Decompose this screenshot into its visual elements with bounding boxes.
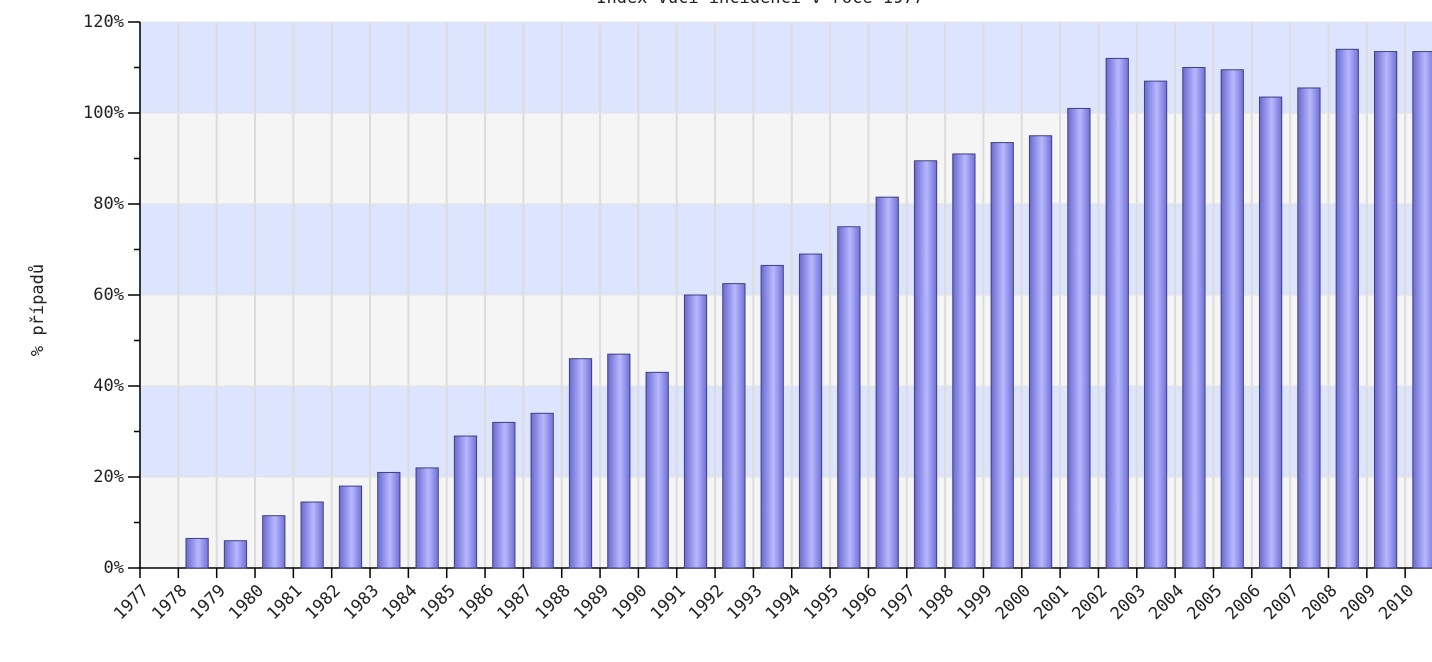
x-tick-label: 1991 (647, 581, 690, 624)
x-tick-label: 1989 (570, 581, 613, 624)
band (140, 295, 1432, 386)
band (140, 113, 1432, 204)
bar (875, 196, 899, 569)
bar (645, 371, 669, 569)
x-tick-label: 1993 (723, 581, 766, 624)
bar (568, 358, 593, 569)
x-tick-label: 1990 (608, 581, 651, 624)
x-tick-label: 2003 (1107, 581, 1150, 624)
x-tick-label: 1996 (838, 581, 881, 624)
bar (492, 421, 516, 569)
bar (722, 283, 746, 569)
x-tick-label: 2009 (1337, 581, 1380, 624)
x-tick-label: 1999 (953, 581, 996, 624)
x-tick-label: 1979 (187, 581, 230, 624)
bar (1182, 67, 1206, 569)
y-tick-label: 120% (83, 12, 124, 32)
x-tick-label: 2008 (1298, 581, 1341, 624)
x-tick-label: 2001 (1030, 581, 1073, 624)
bar (760, 264, 784, 569)
x-tick-label: 1978 (148, 581, 191, 624)
bar (798, 253, 823, 569)
bar (1297, 87, 1321, 569)
y-tick-label: 80% (93, 194, 124, 214)
x-tick-label: 2002 (1068, 581, 1111, 624)
y-tick-label: 0% (104, 558, 124, 578)
x-tick-label: 1980 (225, 581, 268, 624)
x-tick-label: 2007 (1260, 581, 1303, 624)
bar (530, 412, 554, 569)
bar (338, 485, 363, 569)
bar (607, 353, 631, 569)
x-tick-label: 2000 (992, 581, 1035, 624)
x-tick-label: 1995 (800, 581, 843, 624)
y-tick-label: 40% (93, 376, 124, 396)
x-tick-label: 2010 (1375, 581, 1418, 624)
band (140, 22, 1432, 113)
bar (837, 226, 861, 569)
bar (262, 515, 286, 569)
bar (453, 435, 478, 569)
chart-title: Index vůči incidenci v roce 1977 (596, 0, 924, 8)
x-tick-label: 2006 (1222, 581, 1265, 624)
bar (1412, 51, 1432, 569)
x-tick-label: 1994 (762, 581, 805, 624)
bar (990, 142, 1014, 569)
band (140, 386, 1432, 477)
bar (1335, 48, 1359, 569)
x-tick-label: 1982 (302, 581, 345, 624)
bar (683, 294, 708, 569)
bar (1373, 51, 1398, 569)
x-tick-label: 1992 (685, 581, 728, 624)
x-tick-label: 1983 (340, 581, 383, 624)
band (140, 204, 1432, 295)
x-tick-label: 1998 (915, 581, 958, 624)
x-tick-label: 1987 (493, 581, 536, 624)
bar (1028, 135, 1053, 569)
x-tick-label: 1986 (455, 581, 498, 624)
y-tick-label: 60% (93, 285, 124, 305)
x-tick-label: 2004 (1145, 581, 1188, 624)
bar (415, 467, 439, 569)
bar (952, 153, 976, 569)
y-tick-label: 20% (93, 467, 124, 487)
bar (377, 471, 401, 569)
x-tick-label: 1997 (877, 581, 920, 624)
bar (223, 540, 248, 569)
bar (1258, 96, 1283, 569)
x-tick-label: 1977 (110, 581, 153, 624)
bar (913, 160, 938, 569)
bar (1105, 57, 1129, 569)
x-tick-label: 1985 (417, 581, 460, 624)
x-tick-label: 2005 (1183, 581, 1226, 624)
x-tick-label: 1988 (532, 581, 575, 624)
bar (185, 537, 209, 569)
bar (1067, 107, 1091, 569)
y-axis-label: % případů (27, 264, 48, 356)
bar (1220, 69, 1244, 569)
x-tick-label: 1984 (378, 581, 421, 624)
y-tick-label: 100% (83, 103, 124, 123)
bar (1143, 80, 1168, 569)
x-tick-label: 1981 (263, 581, 306, 624)
bar (300, 501, 324, 569)
